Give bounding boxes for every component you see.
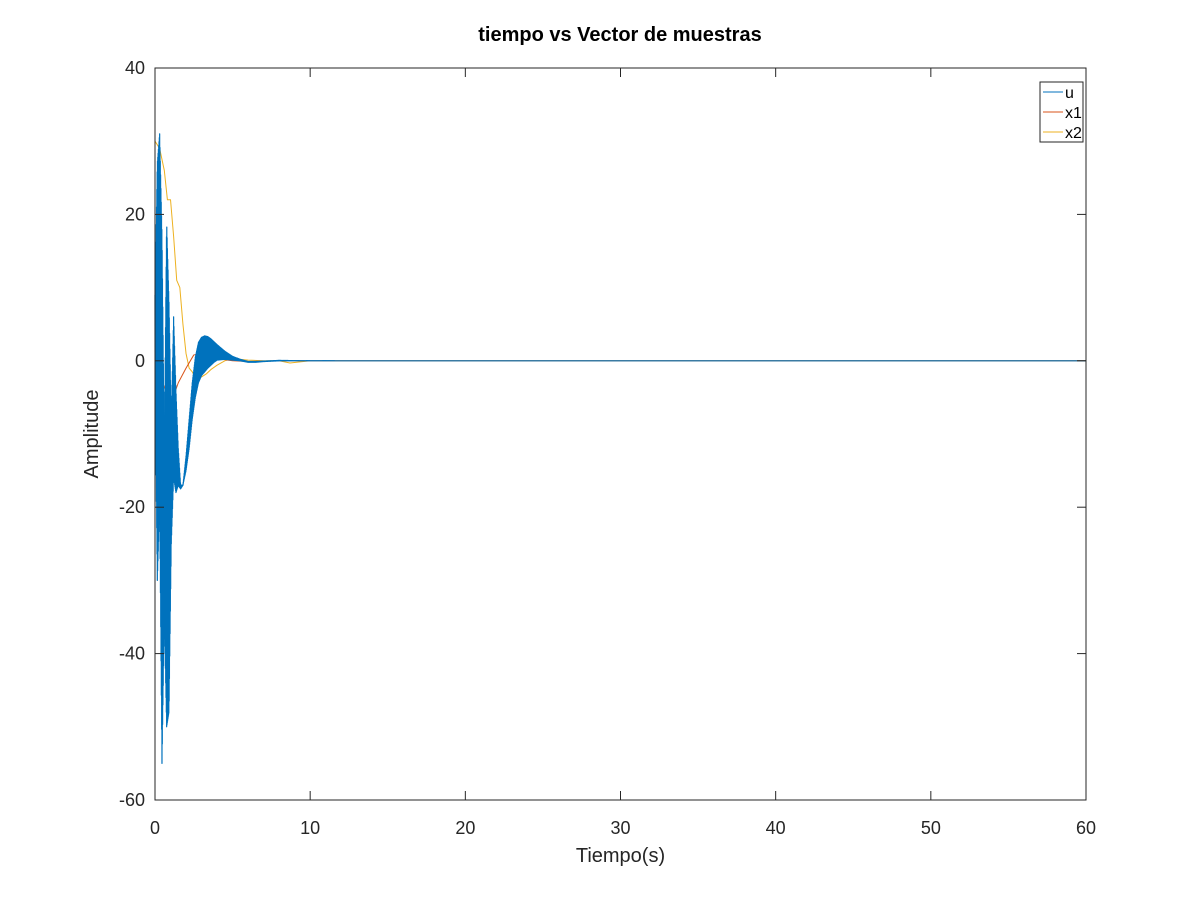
x-tick-label: 20: [455, 818, 475, 838]
tick-layer: 0 10 20 30 40 50 60 -60 -40 -20 0 20 40: [119, 58, 1096, 838]
plot-area: [155, 68, 1086, 800]
y-axis-label: Amplitude: [81, 390, 103, 479]
y-tick-label: 40: [125, 58, 145, 78]
x-tick-label: 30: [610, 818, 630, 838]
legend-label-x2: x2: [1065, 125, 1082, 142]
legend: u x1 x2: [1039, 81, 1084, 143]
y-tick-label: -20: [119, 497, 145, 517]
y-tick-label: -40: [119, 644, 145, 664]
x-axis-label: Tiempo(s): [576, 845, 665, 867]
x-tick-label: 10: [300, 818, 320, 838]
x-tick-label: 60: [1076, 818, 1096, 838]
x-tick-label: 0: [150, 818, 160, 838]
y-tick-label: 20: [125, 204, 145, 224]
y-tick-label: 0: [135, 351, 145, 371]
x-tick-label: 40: [766, 818, 786, 838]
chart-title: tiempo vs Vector de muestras: [478, 24, 761, 46]
y-tick-label: -60: [119, 790, 145, 810]
series-line-u: [154, 133, 1086, 764]
legend-label-x1: x1: [1065, 105, 1082, 122]
legend-label-u: u: [1065, 85, 1074, 102]
series-layer: [154, 133, 1086, 764]
x-tick-label: 50: [921, 818, 941, 838]
